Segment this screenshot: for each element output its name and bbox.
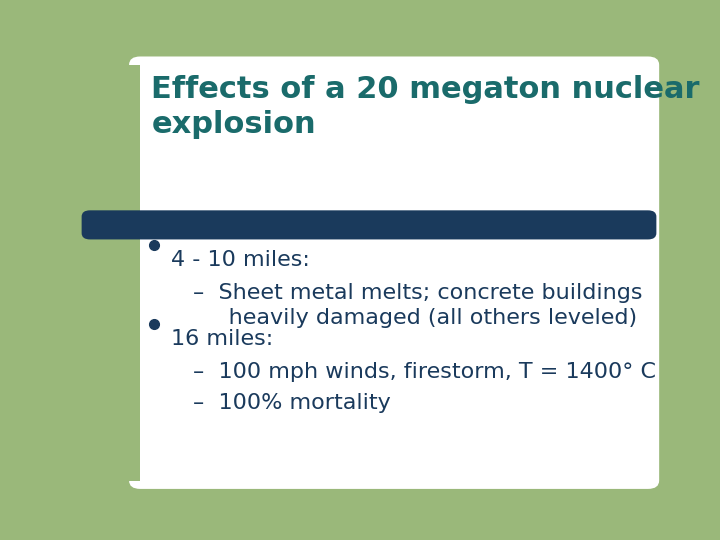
Bar (90, 65, 140, 481)
Text: 4 - 10 miles:: 4 - 10 miles: (171, 250, 310, 270)
Text: –  Sheet metal melts; concrete buildings
     heavily damaged (all others levele: – Sheet metal melts; concrete buildings … (193, 283, 643, 328)
Text: Effects of a 20 megaton nuclear
explosion: Effects of a 20 megaton nuclear explosio… (151, 75, 700, 139)
Text: –  100 mph winds, firestorm, T = 1400° C: – 100 mph winds, firestorm, T = 1400° C (193, 362, 656, 382)
FancyBboxPatch shape (129, 57, 660, 489)
Text: 16 miles:: 16 miles: (171, 329, 273, 349)
Bar (140, 65, 648, 223)
FancyBboxPatch shape (81, 211, 657, 239)
Text: –  100% mortality: – 100% mortality (193, 393, 391, 413)
